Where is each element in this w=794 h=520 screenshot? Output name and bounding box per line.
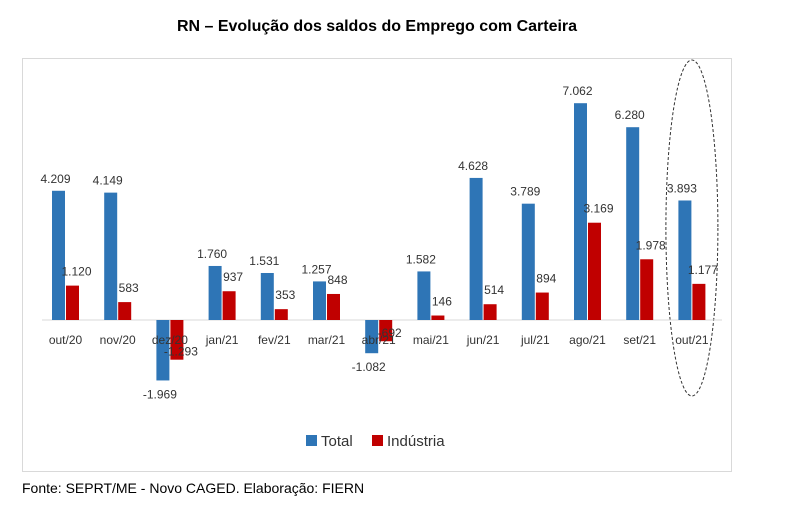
data-label: 4.628 (458, 159, 488, 173)
bar-industria (692, 283, 706, 320)
data-label: 3.789 (510, 185, 540, 199)
bar-total (626, 127, 640, 320)
bar-total (52, 190, 65, 320)
data-label: 146 (432, 295, 452, 309)
bar-industria (431, 315, 445, 320)
x-tick-label: dez/20 (152, 333, 188, 347)
bar-total (208, 265, 222, 320)
legend-label: Indústria (387, 433, 445, 450)
data-label: 937 (223, 270, 243, 284)
data-label: 1.978 (636, 238, 666, 252)
data-label: 514 (484, 283, 504, 297)
legend-swatch-total (306, 435, 317, 446)
x-tick-label: mar/21 (308, 333, 346, 347)
source-note: Fonte: SEPRT/ME - Novo CAGED. Elaboração… (22, 480, 365, 496)
data-label: 4.209 (40, 172, 70, 186)
bar-industria (640, 259, 654, 320)
data-label: -692 (378, 326, 402, 340)
data-label: 6.280 (615, 108, 645, 122)
data-label: 4.149 (93, 174, 123, 188)
data-label: 1.177 (688, 263, 718, 277)
x-tick-label: fev/21 (258, 333, 291, 347)
x-tick-label: set/21 (623, 333, 656, 347)
bar-industria (66, 285, 79, 320)
data-label: 3.169 (583, 202, 613, 216)
bar-total (469, 177, 483, 320)
data-label: 1.582 (406, 252, 436, 266)
x-tick-label: out/20 (49, 333, 83, 347)
legend-label: Total (321, 433, 353, 450)
bar-industria (483, 304, 497, 320)
x-tick-label: jun/21 (466, 333, 500, 347)
bar-total (313, 281, 326, 320)
bar-total (678, 200, 692, 320)
data-label: 1.531 (249, 254, 279, 268)
x-tick-label: nov/20 (100, 333, 136, 347)
x-tick-label: mai/21 (413, 333, 449, 347)
bar-total (417, 271, 431, 320)
bar-industria (274, 309, 288, 320)
bar-industria (379, 320, 393, 342)
data-label: 353 (275, 288, 295, 302)
x-tick-label: jul/21 (520, 333, 550, 347)
data-label: -1.969 (143, 387, 177, 401)
bar-industria (222, 291, 236, 320)
bar-industria (327, 293, 340, 320)
data-label: 7.062 (562, 84, 592, 98)
data-label: 583 (119, 281, 139, 295)
bar-total (156, 320, 170, 381)
bar-industria (170, 320, 184, 360)
bar-total (104, 192, 118, 320)
chart-title: RN – Evolução dos saldos do Emprego com … (176, 18, 578, 35)
highlight-ellipse (665, 59, 719, 397)
bar-industria (118, 302, 132, 320)
data-label: -1.082 (352, 360, 386, 374)
data-label: 1.257 (301, 262, 331, 276)
x-tick-label: jan/21 (205, 333, 239, 347)
x-tick-label: ago/21 (569, 333, 606, 347)
x-tick-label: out/21 (675, 333, 709, 347)
data-label: 3.893 (667, 181, 697, 195)
bar-industria (535, 292, 549, 320)
bar-total (260, 272, 274, 320)
bar-total (521, 203, 535, 320)
data-label: 848 (327, 273, 347, 287)
bar-industria (588, 222, 601, 320)
legend-swatch-industria (372, 435, 383, 446)
x-tick-label: abr/21 (362, 333, 396, 347)
bar-total (365, 320, 379, 354)
bar-total (574, 103, 587, 321)
data-label: 894 (536, 272, 556, 286)
data-label: -1.293 (164, 345, 198, 359)
chart-frame (22, 58, 732, 472)
data-label: 1.120 (61, 265, 91, 279)
data-label: 1.760 (197, 247, 227, 261)
